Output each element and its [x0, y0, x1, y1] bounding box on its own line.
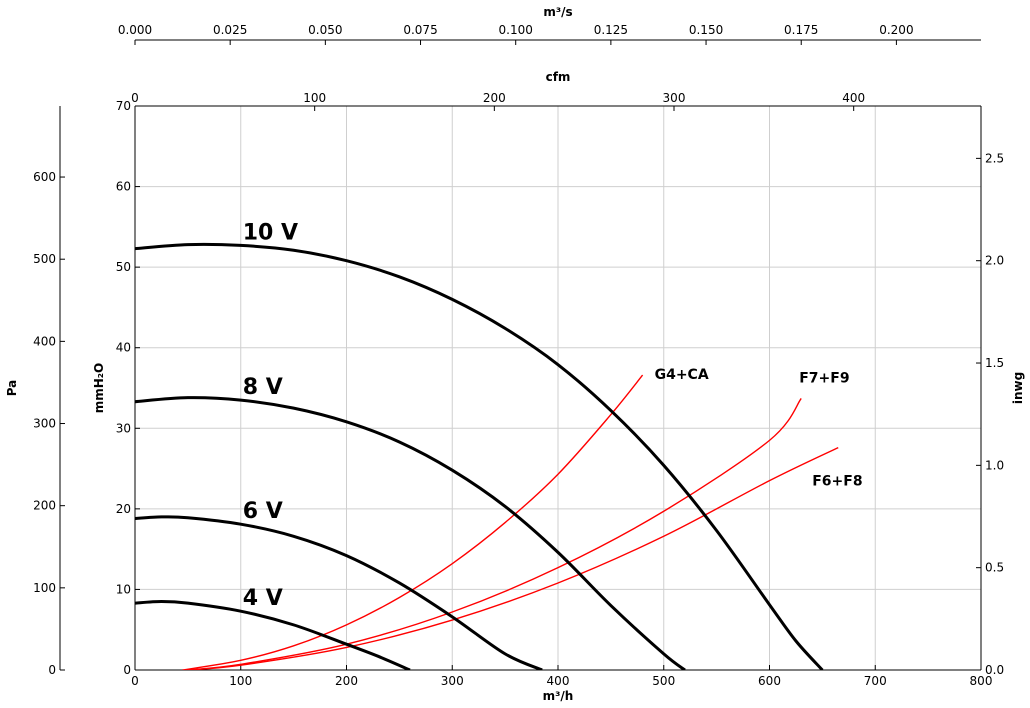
x-tick-label: 300 [441, 674, 464, 688]
system-curve-f6-f8 [187, 446, 839, 670]
fan-curve-label-8-v: 8 V [243, 375, 283, 400]
y-tick-label: 0 [123, 663, 131, 677]
system-curve-g4-ca [182, 374, 644, 670]
pa-tick-label: 500 [33, 252, 56, 266]
cfm-tick-label: 0 [131, 91, 139, 105]
pa-axis-title: Pa [5, 380, 19, 397]
pa-tick-label: 200 [33, 499, 56, 513]
m3s-tick-label: 0.025 [213, 23, 247, 37]
fan-curve-8-v [135, 396, 686, 670]
inwg-axis-title: inwg [1011, 372, 1025, 404]
y-tick-label: 60 [116, 180, 131, 194]
m3s-tick-label: 0.050 [308, 23, 342, 37]
x-tick-label: 0 [131, 674, 139, 688]
pa-tick-label: 300 [33, 417, 56, 431]
system-curve-f7-f9 [187, 398, 802, 670]
x-tick-label: 400 [547, 674, 570, 688]
system-curve-label-f6-f8: F6+F8 [812, 474, 862, 490]
fan-curve-label-4-v: 4 V [243, 586, 283, 611]
cfm-axis-title: cfm [546, 70, 571, 84]
cfm-tick-label: 400 [842, 91, 865, 105]
x-tick-label: 100 [229, 674, 252, 688]
m3s-tick-label: 0.000 [118, 23, 152, 37]
cfm-tick-label: 200 [483, 91, 506, 105]
fan-curve-label-6-v: 6 V [243, 499, 283, 524]
m3s-tick-label: 0.200 [879, 23, 913, 37]
inwg-tick-label: 2.0 [985, 254, 1004, 268]
y-tick-label: 10 [116, 582, 131, 596]
y-tick-label: 20 [116, 502, 131, 516]
fan-curve-4-v [135, 600, 411, 670]
fan-curve-10-v [135, 242, 824, 670]
cfm-tick-label: 300 [663, 91, 686, 105]
m3s-tick-label: 0.175 [784, 23, 818, 37]
m3s-tick-label: 0.100 [499, 23, 533, 37]
y-tick-label: 70 [116, 99, 131, 113]
m3s-tick-label: 0.125 [594, 23, 628, 37]
pa-tick-label: 0 [48, 663, 56, 677]
fan-curve-6-v [135, 515, 543, 670]
pa-tick-label: 400 [33, 334, 56, 348]
x-tick-label: 700 [864, 674, 887, 688]
x-tick-label: 200 [335, 674, 358, 688]
cfm-tick-label: 100 [303, 91, 326, 105]
x-tick-label: 600 [758, 674, 781, 688]
system-curve-label-f7-f9: F7+F9 [799, 370, 849, 386]
m3s-axis-title: m³/s [543, 5, 572, 19]
x-tick-label: 500 [652, 674, 675, 688]
y-axis-title: mmH₂O [92, 363, 106, 414]
fan-curve-label-10-v: 10 V [243, 220, 298, 245]
m3s-tick-label: 0.075 [403, 23, 437, 37]
inwg-tick-label: 0.0 [985, 663, 1004, 677]
m3s-tick-label: 0.150 [689, 23, 723, 37]
x-tick-label: 800 [970, 674, 993, 688]
inwg-tick-label: 0.5 [985, 561, 1004, 575]
x-axis-title: m³/h [543, 689, 574, 703]
y-tick-label: 50 [116, 260, 131, 274]
y-tick-label: 30 [116, 421, 131, 435]
inwg-tick-label: 1.0 [985, 458, 1004, 472]
pa-tick-label: 100 [33, 581, 56, 595]
inwg-tick-label: 2.5 [985, 151, 1004, 165]
system-curve-label-g4-ca: G4+CA [655, 367, 709, 383]
inwg-tick-label: 1.5 [985, 356, 1004, 370]
pa-tick-label: 600 [33, 170, 56, 184]
y-tick-label: 40 [116, 341, 131, 355]
